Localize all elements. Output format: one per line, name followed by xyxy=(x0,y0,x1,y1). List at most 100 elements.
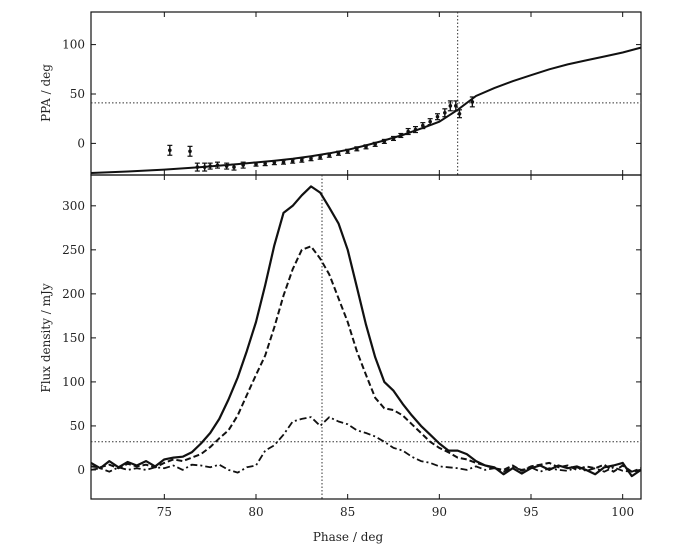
ppa-point-marker xyxy=(470,100,475,104)
ppa-data-point xyxy=(447,100,453,112)
bottom-x-tick-label: 80 xyxy=(248,505,263,519)
ppa-point-marker xyxy=(309,156,313,161)
ppa-data-point xyxy=(372,141,378,147)
ppa-data-point xyxy=(427,118,433,126)
bottom-x-tick-label: 100 xyxy=(611,505,634,519)
ppa-point-marker xyxy=(454,104,458,108)
ppa-data-point xyxy=(363,144,369,150)
ppa-point-marker xyxy=(281,160,286,164)
flux-series-line-dashed xyxy=(90,245,642,473)
ppa-data-point xyxy=(224,162,230,170)
bottom-x-tick-label: 95 xyxy=(523,505,538,519)
bottom-y-tick-label: 50 xyxy=(70,419,85,433)
ppa-data-point xyxy=(253,161,259,167)
ppa-data-point xyxy=(469,96,475,108)
ppa-point-marker xyxy=(300,158,304,162)
ppa-data-point xyxy=(308,156,314,162)
ppa-point-marker xyxy=(224,164,229,168)
ppa-data-point xyxy=(281,159,286,165)
ppa-point-marker xyxy=(195,165,200,169)
top-y-tick-label: 0 xyxy=(77,136,85,150)
ppa-data-point xyxy=(262,161,268,167)
ppa-point-marker xyxy=(232,165,236,169)
ppa-data-point xyxy=(299,157,305,163)
ppa-point-marker xyxy=(168,148,172,153)
ppa-point-marker xyxy=(399,133,403,138)
top-panel: 0 50 100 xyxy=(62,11,642,176)
ppa-data-point xyxy=(240,161,246,169)
top-y-tick-label: 50 xyxy=(70,87,85,101)
bottom-x-tick-label: 90 xyxy=(432,505,447,519)
ppa-data-point xyxy=(398,132,404,139)
ppa-point-marker xyxy=(421,123,425,128)
ppa-point-marker xyxy=(406,129,410,134)
ppa-point-marker xyxy=(241,163,245,167)
ppa-data-point xyxy=(457,109,462,119)
ppa-data-point xyxy=(405,127,411,136)
ppa-point-marker xyxy=(254,162,258,166)
bottom-y-tick-label: 200 xyxy=(62,287,85,301)
ppa-data-point xyxy=(207,162,213,170)
ppa-point-marker xyxy=(215,163,220,167)
ppa-point-marker xyxy=(435,114,440,119)
bottom-panel: 75 80 85 90 95 100 0 50 100 150 200 250 300 xyxy=(62,174,642,519)
ppa-point-marker xyxy=(202,165,207,169)
ppa-data-point xyxy=(435,113,440,121)
ppa-data-point xyxy=(453,100,459,112)
bottom-frame xyxy=(90,174,642,500)
ppa-data-point xyxy=(317,154,323,160)
ppa-point-marker xyxy=(428,119,432,124)
ppa-point-marker xyxy=(448,104,453,108)
ppa-data-point xyxy=(442,108,448,118)
ppa-point-marker xyxy=(373,142,377,147)
ppa-point-marker xyxy=(290,159,295,163)
ppa-point-marker xyxy=(327,153,332,158)
ppa-data-point xyxy=(271,160,277,166)
ppa-data-point xyxy=(231,163,237,171)
ppa-data-point xyxy=(381,138,387,144)
ppa-data-point xyxy=(290,158,296,164)
ppa-data-point xyxy=(336,150,341,156)
ppa-data-point xyxy=(391,135,396,142)
ppa-data-point xyxy=(420,122,426,130)
ppa-point-marker xyxy=(443,110,447,115)
ppa-point-marker xyxy=(188,149,192,154)
ppa-data-point xyxy=(194,162,200,172)
top-y-tick-label: 100 xyxy=(62,38,85,52)
ppa-data-point xyxy=(202,162,208,172)
ppa-point-marker xyxy=(336,151,341,156)
bottom-x-tick-label: 85 xyxy=(340,505,355,519)
ppa-data-point xyxy=(215,161,220,169)
ppa-point-marker xyxy=(318,155,322,160)
ppa-point-marker xyxy=(208,164,212,168)
ppa-data-point xyxy=(187,145,193,157)
ppa-point-marker xyxy=(382,139,387,144)
bottom-y-tick-label: 250 xyxy=(62,243,85,257)
ppa-model-curve xyxy=(90,46,642,174)
ppa-data-point xyxy=(167,144,173,156)
ppa-point-marker xyxy=(263,161,267,166)
ppa-point-marker xyxy=(457,111,462,116)
ppa-data-point xyxy=(413,125,418,134)
flux-series-line-dashdot xyxy=(90,416,642,474)
flux-series-line-solid xyxy=(90,185,642,478)
ppa-point-marker xyxy=(272,160,277,165)
ppa-point-marker xyxy=(413,127,418,132)
ppa-data-point xyxy=(326,152,332,158)
ppa-point-marker xyxy=(345,149,350,154)
ppa-point-marker xyxy=(364,145,368,149)
bottom-y-axis-label: Flux density / mJy xyxy=(39,283,53,392)
ppa-point-marker xyxy=(355,147,359,151)
bottom-x-tick-label: 75 xyxy=(157,505,172,519)
top-frame xyxy=(90,11,642,176)
x-axis-label: Phase / deg xyxy=(313,530,384,544)
ppa-data-point xyxy=(345,148,351,154)
bottom-y-tick-label: 300 xyxy=(62,199,85,213)
bottom-y-tick-label: 0 xyxy=(77,463,85,477)
bottom-y-tick-label: 150 xyxy=(62,331,85,345)
ppa-data-point xyxy=(354,146,360,152)
bottom-y-tick-label: 100 xyxy=(62,375,85,389)
top-y-axis-label: PPA / deg xyxy=(39,64,53,122)
ppa-point-marker xyxy=(391,136,396,141)
